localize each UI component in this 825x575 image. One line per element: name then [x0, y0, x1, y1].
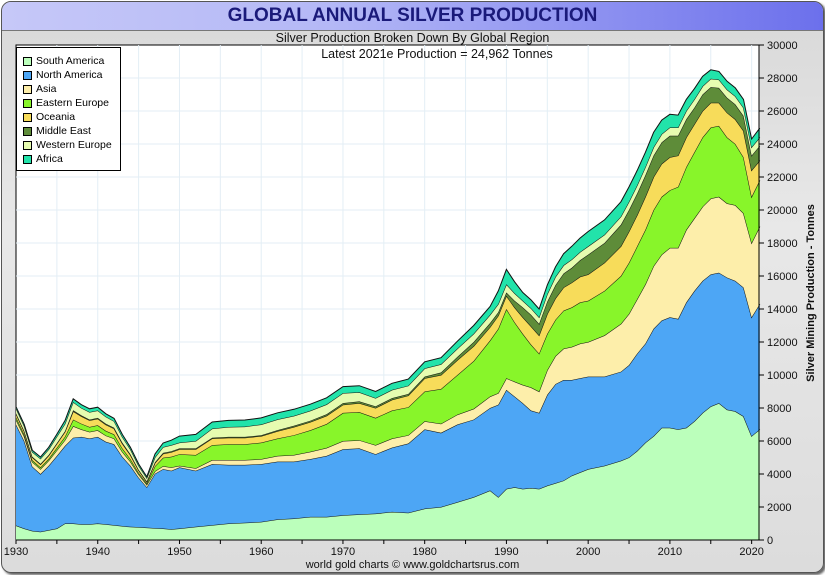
legend-swatch — [23, 70, 32, 80]
legend-swatch — [23, 56, 32, 66]
area-layers — [15, 69, 761, 540]
x-tick-label: 1930 — [4, 546, 28, 558]
y-tick-label: 28000 — [767, 73, 798, 85]
legend-swatch — [23, 154, 32, 164]
area-asia — [16, 196, 760, 488]
area-edge-africa — [15, 69, 761, 478]
legend-item: Middle East — [23, 124, 120, 138]
y-axis: 0 2000 4000 6000 8000 10000 12000 14000 16000 180… — [758, 40, 798, 547]
legend-label: South America — [36, 55, 105, 67]
legend-swatch — [23, 126, 32, 136]
legend-label: North America — [36, 69, 103, 81]
x-tick-label: 1990 — [494, 546, 518, 558]
y-axis-label: Silver Mining Production - Tonnes — [805, 204, 817, 382]
area-oceania — [16, 102, 760, 484]
legend-label: Eastern Europe — [36, 97, 109, 109]
y-tick-label: 18000 — [767, 238, 798, 250]
y-tick-label: 12000 — [767, 337, 798, 349]
legend-label: Asia — [36, 83, 57, 95]
y-tick-label: 22000 — [767, 172, 798, 184]
y-tick-label: 16000 — [767, 271, 798, 283]
area-south-america — [16, 403, 760, 540]
area-africa — [16, 69, 760, 479]
legend-label: Oceania — [36, 111, 76, 123]
chart-footer: world gold charts © www.goldchartsrus.co… — [305, 559, 520, 571]
legend-swatch — [23, 84, 32, 94]
legend-item: Western Europe — [23, 138, 120, 152]
x-tick-label: 2020 — [739, 546, 763, 558]
legend-item: North America — [23, 68, 120, 82]
area-middle-east — [16, 87, 760, 482]
x-axis: 1930 1940 1950 1960 1970 1980 1990 2000 2010 2020 — [4, 539, 764, 558]
x-tick-label: 1970 — [331, 546, 355, 558]
x-tick-label: 1960 — [249, 546, 273, 558]
x-tick-label: 1950 — [167, 546, 191, 558]
legend-swatch — [23, 112, 32, 122]
y-tick-label: 0 — [767, 535, 773, 547]
title-bar: GLOBAL ANNUAL SILVER PRODUCTION — [2, 2, 823, 31]
y-tick-label: 20000 — [767, 205, 798, 217]
chart-title: GLOBAL ANNUAL SILVER PRODUCTION — [227, 5, 598, 26]
y-tick-label: 6000 — [767, 436, 791, 448]
y-tick-label: 8000 — [767, 403, 791, 415]
area-north-america — [16, 272, 760, 532]
legend: South America North America Asia Eastern Eu… — [16, 47, 121, 171]
legend-label: Africa — [36, 153, 63, 165]
legend-item: Asia — [23, 82, 120, 96]
x-tick-label: 1980 — [412, 546, 436, 558]
y-tick-label: 26000 — [767, 106, 798, 118]
y-tick-label: 4000 — [767, 469, 791, 481]
x-tick-label: 2000 — [576, 546, 600, 558]
legend-item: Africa — [23, 152, 120, 166]
y-tick-label: 14000 — [767, 304, 798, 316]
legend-item: Oceania — [23, 110, 120, 124]
legend-item: South America — [23, 54, 120, 68]
y-tick-label: 10000 — [767, 370, 798, 382]
area-western-europe — [16, 78, 760, 482]
legend-swatch — [23, 98, 32, 108]
y-tick-label: 2000 — [767, 502, 791, 514]
chart-subtitle: Silver Production Broken Down By Global … — [275, 31, 550, 45]
x-tick-label: 1940 — [85, 546, 109, 558]
legend-label: Western Europe — [36, 139, 112, 151]
area-eastern-europe — [16, 125, 760, 485]
x-tick-label: 2010 — [658, 546, 682, 558]
legend-label: Middle East — [36, 125, 91, 137]
y-tick-label: 24000 — [767, 139, 798, 151]
annotation-text: Latest 2021e Production = 24,962 Tonnes — [321, 47, 553, 61]
legend-swatch — [23, 140, 32, 150]
legend-item: Eastern Europe — [23, 96, 120, 110]
y-tick-label: 30000 — [767, 40, 798, 52]
